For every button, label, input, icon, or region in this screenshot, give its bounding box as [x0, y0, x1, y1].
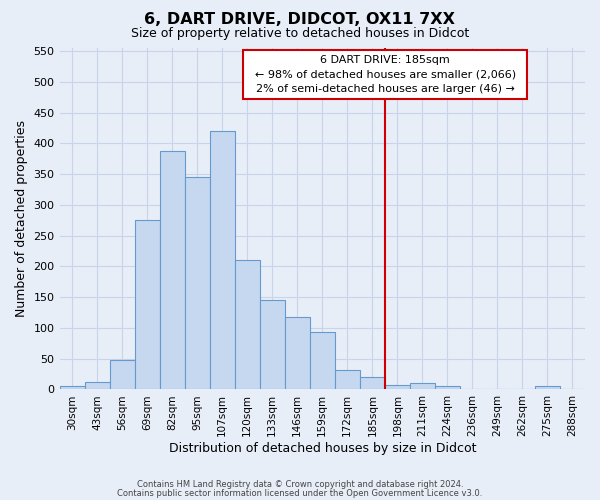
- X-axis label: Distribution of detached houses by size in Didcot: Distribution of detached houses by size …: [169, 442, 476, 455]
- Text: Contains HM Land Registry data © Crown copyright and database right 2024.: Contains HM Land Registry data © Crown c…: [137, 480, 463, 489]
- Bar: [435, 386, 460, 390]
- Y-axis label: Number of detached properties: Number of detached properties: [15, 120, 28, 317]
- Bar: [110, 360, 134, 390]
- Bar: [160, 151, 185, 390]
- Text: Size of property relative to detached houses in Didcot: Size of property relative to detached ho…: [131, 28, 469, 40]
- Text: Contains public sector information licensed under the Open Government Licence v3: Contains public sector information licen…: [118, 489, 482, 498]
- Bar: [285, 317, 310, 390]
- Bar: [209, 131, 235, 390]
- Bar: [185, 177, 209, 390]
- Bar: [134, 220, 160, 390]
- Bar: [235, 260, 260, 390]
- Bar: [335, 370, 360, 390]
- Bar: [260, 300, 285, 390]
- Bar: [85, 382, 110, 390]
- Bar: [360, 377, 385, 390]
- Bar: [410, 382, 435, 390]
- Bar: [59, 386, 85, 390]
- Bar: [385, 384, 410, 390]
- Text: 6, DART DRIVE, DIDCOT, OX11 7XX: 6, DART DRIVE, DIDCOT, OX11 7XX: [145, 12, 455, 28]
- Text: 6 DART DRIVE: 185sqm  
  ← 98% of detached houses are smaller (2,066)  
  2% of : 6 DART DRIVE: 185sqm ← 98% of detached h…: [248, 55, 523, 94]
- Bar: [310, 332, 335, 390]
- Bar: [535, 386, 560, 390]
